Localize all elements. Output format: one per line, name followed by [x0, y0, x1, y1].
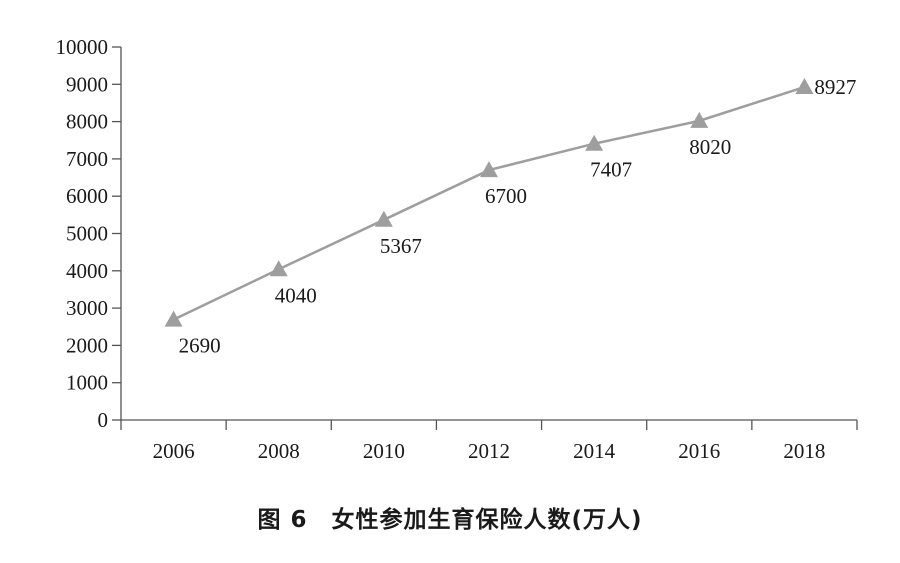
data-point-marker [164, 310, 183, 327]
x-tick-label: 2018 [783, 439, 825, 463]
data-label: 7407 [590, 158, 632, 182]
data-label: 5367 [380, 234, 422, 258]
x-tick-label: 2014 [573, 439, 616, 463]
y-tick-label: 8000 [66, 110, 108, 134]
data-label: 4040 [275, 283, 317, 307]
x-tick-label: 2012 [468, 439, 510, 463]
data-label: 6700 [485, 184, 527, 208]
data-point-marker [374, 210, 393, 227]
data-point-marker [690, 111, 709, 128]
data-label: 2690 [179, 334, 221, 358]
data-point-marker [585, 134, 604, 151]
chart-title: 图 6 女性参加生育保险人数(万人) [257, 507, 643, 533]
y-tick-label: 2000 [66, 333, 108, 357]
x-tick-label: 2006 [153, 439, 195, 463]
y-tick-label: 7000 [66, 147, 108, 171]
y-tick-label: 5000 [66, 222, 108, 246]
data-point-marker [269, 260, 288, 277]
x-tick-label: 2010 [363, 439, 405, 463]
data-point-marker [480, 161, 498, 178]
x-tick-label: 2016 [678, 439, 720, 463]
y-tick-label: 10000 [56, 35, 109, 59]
y-tick-label: 0 [98, 408, 109, 432]
data-label: 8927 [814, 75, 856, 99]
y-tick-label: 4000 [66, 259, 108, 283]
data-point-marker [795, 78, 814, 95]
data-label: 8020 [689, 135, 731, 159]
y-tick-label: 1000 [66, 371, 108, 395]
y-tick-label: 3000 [66, 296, 108, 320]
y-tick-label: 9000 [66, 72, 108, 96]
x-tick-label: 2008 [258, 439, 300, 463]
y-tick-label: 6000 [66, 184, 108, 208]
